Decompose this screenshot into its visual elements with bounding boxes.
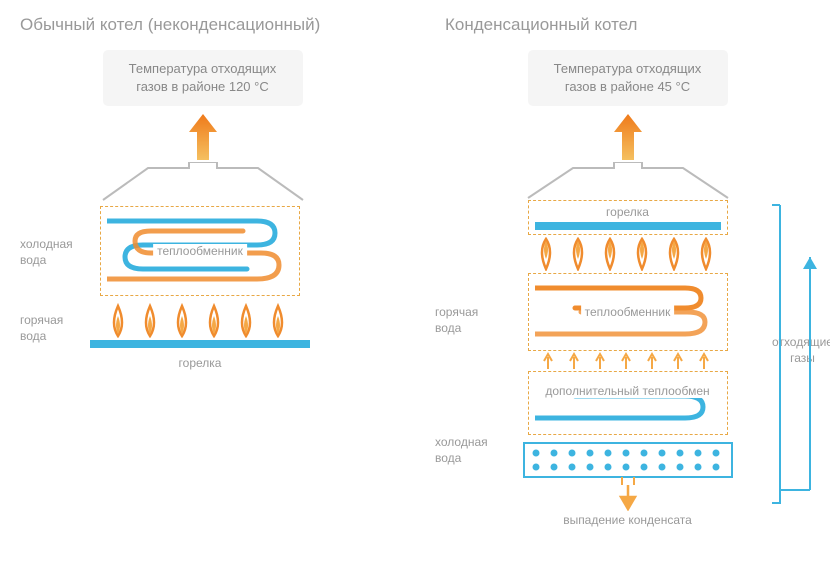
left-temp-box: Температура отходящих газов в районе 120… bbox=[103, 50, 303, 106]
right-temp-box: Температура отходящих газов в районе 45 … bbox=[528, 50, 728, 106]
left-temp-text: Температура отходящих газов в районе 120… bbox=[129, 61, 277, 94]
flames-down-icon bbox=[528, 237, 728, 271]
gas-arrows-icon bbox=[528, 351, 728, 371]
heat-exchanger-label: теплообменник bbox=[153, 244, 247, 258]
additional-hex-box: дополнительный теплообмен bbox=[528, 371, 728, 435]
exhaust-arrow-icon bbox=[183, 112, 223, 162]
burner-label: горелка bbox=[100, 356, 300, 370]
cold-water-label-r: холодная вода bbox=[435, 435, 500, 466]
burner-bar-icon bbox=[535, 222, 721, 230]
exhaust-arrow-icon bbox=[608, 112, 648, 162]
condensate-box-icon bbox=[522, 441, 734, 485]
left-title: Обычный котел (неконденсационный) bbox=[20, 15, 385, 35]
hood-icon bbox=[518, 162, 738, 200]
heat-exchanger-box: теплообменник bbox=[100, 206, 300, 296]
heat-exchanger-box-r: теплообменник bbox=[528, 273, 728, 351]
exhaust-pipe-icon bbox=[772, 195, 830, 515]
hood-icon bbox=[93, 162, 313, 202]
conventional-boiler-panel: Обычный котел (неконденсационный) Темпер… bbox=[20, 15, 385, 527]
heat-exchanger-label-r: теплообменник bbox=[581, 305, 675, 319]
hot-water-label: горячая вода bbox=[20, 313, 80, 344]
top-burner-label: горелка bbox=[535, 205, 721, 219]
condensing-boiler-panel: Конденсационный котел Температура отходя… bbox=[445, 15, 810, 527]
flames-icon bbox=[100, 302, 300, 338]
additional-hex-label: дополнительный теплообмен bbox=[541, 384, 713, 398]
right-temp-text: Температура отходящих газов в районе 45 … bbox=[554, 61, 702, 94]
condensate-label: выпадение конденсата bbox=[445, 513, 810, 527]
burner-bar-icon bbox=[90, 338, 310, 350]
condensate-arrow-icon bbox=[618, 485, 638, 511]
right-title: Конденсационный котел bbox=[445, 15, 810, 35]
cold-water-label: холодная вода bbox=[20, 237, 80, 268]
top-burner-box: горелка bbox=[528, 200, 728, 235]
hot-water-label-r: горячая вода bbox=[435, 305, 500, 336]
